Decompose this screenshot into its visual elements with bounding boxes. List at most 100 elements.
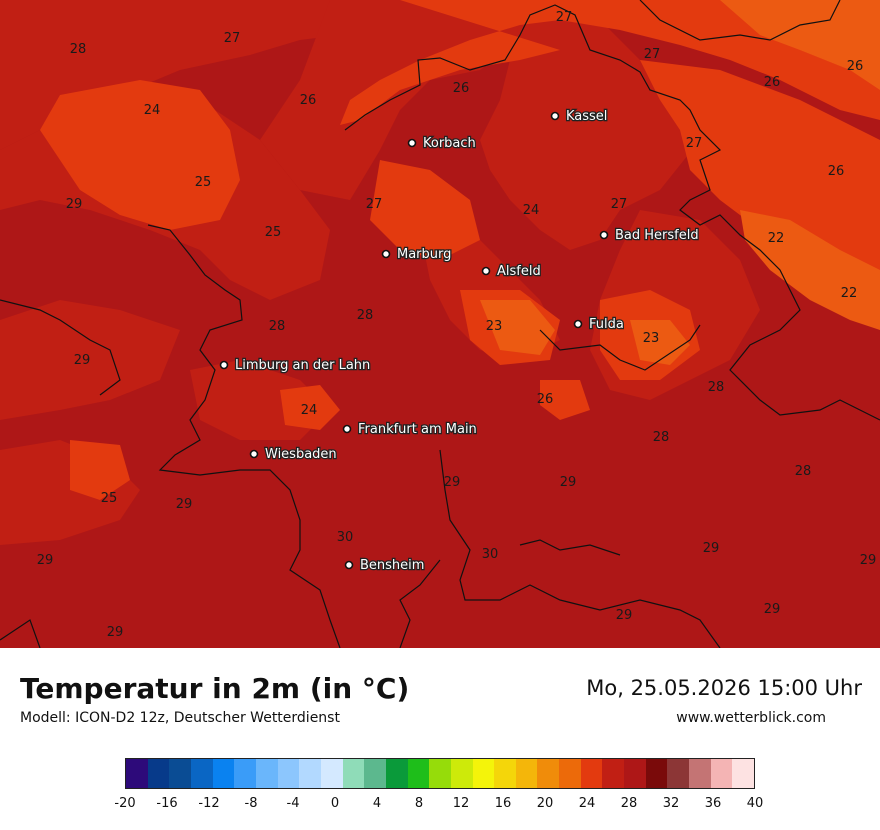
city-marker[interactable]: Bensheim [344,557,426,574]
temperature-value-label: 25 [195,175,212,190]
city-name-label: Kassel [566,109,607,124]
temperature-value-label: 23 [643,331,660,346]
colorbar-tick-label: 36 [704,796,722,811]
temperature-value-label: 27 [644,47,661,62]
colorbar-segment [537,759,560,788]
city-name-label: Korbach [423,136,476,151]
city-markers: Kassel Korbach Bad Hersfeld Marburg Alsfeld F… [219,108,700,574]
forecast-datetime: Mo, 25.05.2026 15:00 Uhr [586,676,862,700]
temperature-value-label: 24 [301,403,318,418]
city-marker[interactable]: Alsfeld [481,263,542,280]
city-name-label: Frankfurt am Main [358,422,477,437]
temperature-value-label: 29 [560,475,577,490]
colorbar-segment [299,759,321,788]
colorbar-segment [559,759,581,788]
colorbar-tick-label: -16 [156,796,178,811]
colorbar-segment [429,759,451,788]
temperature-value-label: 28 [795,464,812,479]
colorbar-segment [364,759,386,788]
city-marker[interactable]: Limburg an der Lahn [219,357,372,374]
temperature-value-label: 29 [37,553,54,568]
temperature-value-label: 26 [764,75,781,90]
colorbar-segment [407,759,430,788]
colorbar-tick-label: 8 [414,796,424,811]
temperature-value-label: 29 [176,497,193,512]
colorbar-segment [255,759,278,788]
colorbar-segment [385,759,408,788]
city-dot-icon [344,560,354,570]
temperature-value-label: 22 [841,286,858,301]
colorbar-segment [342,759,365,788]
temperature-value-label: 30 [337,530,354,545]
temperature-value-label: 27 [366,197,383,212]
colorbar-segment [494,759,516,788]
colorbar-tick-label: -8 [244,796,258,811]
colorbar-tick-label: 24 [578,796,596,811]
city-marker[interactable]: Kassel [550,108,609,125]
colorbar-segment [169,759,191,788]
colorbar-segment [190,759,213,788]
temperature-value-label: 26 [847,59,864,74]
city-marker[interactable]: Wiesbaden [249,446,338,463]
colorbar-segment [234,759,256,788]
colorbar-tick-label: -12 [198,796,220,811]
legend-footer: Temperatur in 2m (in °C) Modell: ICON-D2… [0,648,880,830]
colorbar-segment [710,759,733,788]
city-name-label: Bensheim [360,558,424,573]
city-dot-icon [381,249,391,259]
temperature-value-label: 26 [453,81,470,96]
temperature-value-label: 28 [269,319,286,334]
colorbar-segment [450,759,473,788]
temperature-labels: 28 27 27 27 26 26 26 26 24 25 29 27 27 24 27 26 22 25 28 28… [37,10,877,640]
city-name-label: Limburg an der Lahn [235,358,370,373]
colorbar-segment [645,759,668,788]
colorbar-tick-label: -4 [286,796,300,811]
temperature-value-label: 22 [768,231,785,246]
city-name-label: Fulda [589,317,624,332]
city-marker[interactable]: Bad Hersfeld [599,227,700,244]
temperature-value-label: 24 [144,103,161,118]
temperature-value-label: 28 [653,430,670,445]
city-marker[interactable]: Korbach [407,135,477,152]
colorbar-segment [667,759,690,788]
temperature-colorbar [125,758,755,789]
colorbar-tick-label: 4 [372,796,382,811]
colorbar-segment [212,759,235,788]
temperature-value-label: 27 [686,136,703,151]
colorbar-segment [277,759,300,788]
temperature-value-label: 29 [444,475,461,490]
temperature-value-label: 28 [708,380,725,395]
city-dot-icon [573,319,583,329]
city-marker[interactable]: Marburg [381,246,453,263]
colorbar-segment [624,759,646,788]
colorbar-tick-label: 32 [662,796,680,811]
city-name-label: Bad Hersfeld [615,228,699,243]
colorbar-ticks: -20 -16 -12 -8 -4 0 4 8 12 16 20 24 28 32 36 40 [114,796,763,816]
city-marker[interactable]: Frankfurt am Main [342,421,478,438]
temperature-value-label: 29 [703,541,720,556]
temperature-value-label: 30 [482,547,499,562]
city-dot-icon [219,360,229,370]
temperature-map[interactable]: 28 27 27 27 26 26 26 26 24 25 29 27 27 24 27 26 22 25 28 28… [0,0,880,648]
colorbar-segment [580,759,603,788]
temperature-value-label: 27 [224,31,241,46]
website-link[interactable]: www.wetterblick.com [676,710,826,726]
colorbar-tick-label: 28 [620,796,638,811]
city-dot-icon [249,449,259,459]
colorbar-tick-label: 12 [452,796,470,811]
temperature-value-label: 24 [523,203,540,218]
temperature-value-label: 26 [828,164,845,179]
city-marker[interactable]: Fulda [573,316,625,333]
colorbar-tick-label: 0 [330,796,340,811]
colorbar-segment [602,759,625,788]
colorbar-tick-label: 40 [746,796,764,811]
colorbar-segment [732,759,755,788]
colorbar-tick-label: 16 [494,796,512,811]
city-name-label: Marburg [397,247,451,262]
temperature-value-label: 26 [537,392,554,407]
temperature-value-label: 29 [74,353,91,368]
colorbar-segment [320,759,343,788]
zones-22-degrees [480,0,880,365]
temperature-value-label: 27 [556,10,573,25]
temperature-value-label: 25 [101,491,118,506]
